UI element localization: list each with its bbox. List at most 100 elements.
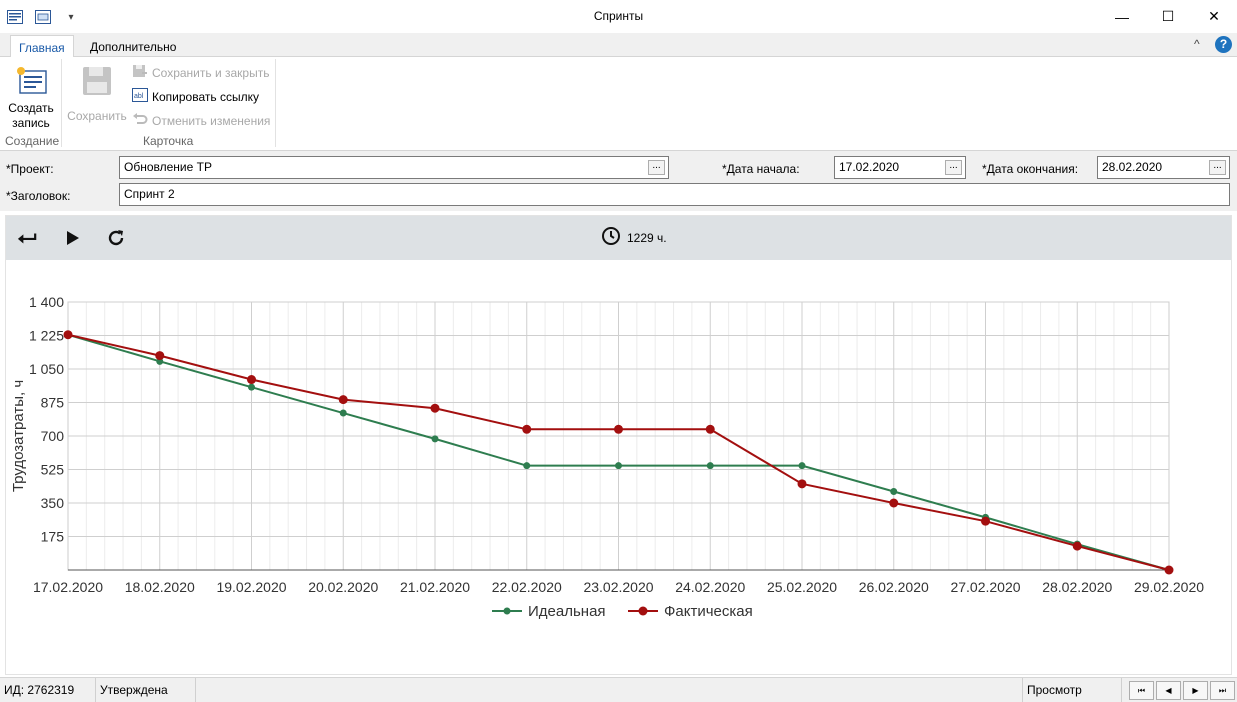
data-point <box>981 516 990 526</box>
copy-link-label: Копировать ссылку <box>152 89 259 104</box>
start-date-picker-button[interactable]: ... <box>945 160 962 175</box>
data-point <box>339 409 347 417</box>
sprint-form: *Проект: Обновление ТР ... *Дата начала:… <box>0 151 1237 211</box>
y-tick-label: 700 <box>41 428 65 444</box>
save-disk-icon <box>81 65 113 97</box>
ribbon: Создать запись Сохранить Сохранить и зак… <box>0 57 1237 151</box>
legend-label: Идеальная <box>528 603 606 620</box>
data-point <box>706 462 714 470</box>
data-point <box>798 462 806 470</box>
next-record-icon: ▶ <box>1192 686 1199 695</box>
prev-record-button[interactable]: ◀ <box>1156 681 1181 700</box>
data-point <box>155 351 165 361</box>
data-point <box>63 330 73 340</box>
legend-marker <box>638 606 648 616</box>
last-record-icon: ⏭ <box>1218 685 1227 695</box>
refresh-icon[interactable] <box>106 228 126 248</box>
copy-link-quick-icon[interactable] <box>35 9 51 25</box>
hours-value: 1229 ч. <box>627 230 667 245</box>
chart-toolbar: 1229 ч. <box>6 216 1231 260</box>
y-tick-label: 350 <box>41 495 65 511</box>
data-point <box>1072 541 1082 551</box>
end-date-picker-button[interactable]: ... <box>1209 160 1226 175</box>
save-button[interactable]: Сохранить <box>66 65 128 124</box>
ribbon-separator <box>275 59 276 147</box>
first-record-icon: ⏮ <box>1137 685 1146 695</box>
y-tick-label: 1 050 <box>29 361 64 377</box>
quick-access-dropdown-icon[interactable]: ▾ <box>68 11 74 23</box>
legend-marker <box>503 607 511 615</box>
end-date-value: 28.02.2020 <box>1102 160 1163 174</box>
data-point <box>889 498 899 508</box>
next-record-button[interactable]: ▶ <box>1183 681 1208 700</box>
svg-text:abl: abl <box>134 93 144 100</box>
data-point <box>797 479 807 489</box>
first-record-button[interactable]: ⏮ <box>1129 681 1154 700</box>
data-point <box>890 488 898 496</box>
tab-additional[interactable]: Дополнительно <box>90 40 177 54</box>
undo-icon <box>132 112 148 129</box>
save-close-icon <box>132 64 148 81</box>
y-tick-label: 1 225 <box>29 328 64 344</box>
record-state: Утверждена <box>96 678 196 702</box>
data-point <box>705 424 715 434</box>
record-id: ИД: 2762319 <box>0 678 96 702</box>
burndown-chart: 175 350 525 700 875 1 050 1 225 1 400 17.02.2020… <box>10 294 1204 620</box>
y-tick-label: 875 <box>41 395 65 411</box>
view-mode: Просмотр <box>1022 678 1122 702</box>
end-date-field[interactable]: 28.02.2020 ... <box>1097 156 1230 179</box>
data-point <box>248 383 255 391</box>
window-title: Спринты <box>593 9 644 23</box>
collapse-ribbon-icon[interactable]: ^ <box>1194 37 1200 51</box>
maximize-button[interactable]: ☐ <box>1161 8 1175 24</box>
x-tick-label: 29.02.2020 <box>1134 579 1204 595</box>
start-date-value: 17.02.2020 <box>839 160 900 174</box>
title-value: Спринт 2 <box>124 187 175 201</box>
project-field[interactable]: Обновление ТР ... <box>119 156 669 179</box>
data-point <box>523 462 531 470</box>
data-point <box>615 462 622 470</box>
undo-changes-label: Отменить изменения <box>152 113 271 128</box>
burndown-panel: 1229 ч. 175 350 525 700 875 1 050 1 225 1 400 17… <box>5 215 1232 675</box>
legend-label: Фактическая <box>664 603 753 620</box>
new-record-icon <box>14 65 48 97</box>
project-label: *Проект: <box>6 162 54 176</box>
x-tick-label: 20.02.2020 <box>308 579 378 595</box>
tab-main[interactable]: Главная <box>10 35 74 58</box>
ribbon-tabs: Главная Дополнительно ^ ? <box>0 33 1237 58</box>
title-bar: ▾ Спринты — ☐ ✕ <box>0 0 1237 33</box>
x-tick-label: 24.02.2020 <box>675 579 745 595</box>
play-icon[interactable] <box>63 228 83 248</box>
x-tick-label: 19.02.2020 <box>216 579 286 595</box>
data-point <box>614 424 623 434</box>
data-point <box>522 424 532 434</box>
project-lookup-button[interactable]: ... <box>648 160 665 175</box>
data-point <box>247 375 256 385</box>
x-tick-label: 22.02.2020 <box>492 579 562 595</box>
undo-changes-button[interactable]: Отменить изменения <box>132 112 270 129</box>
last-record-button[interactable]: ⏭ <box>1210 681 1235 700</box>
create-record-label-line1: Создать <box>8 101 54 115</box>
save-and-close-button[interactable]: Сохранить и закрыть <box>132 64 269 81</box>
start-date-field[interactable]: 17.02.2020 ... <box>834 156 966 179</box>
x-tick-label: 17.02.2020 <box>33 579 103 595</box>
y-axis-label: Трудозатраты, ч <box>10 380 27 492</box>
help-icon[interactable]: ? <box>1215 36 1232 53</box>
hours-summary: 1229 ч. <box>601 226 667 249</box>
data-point <box>1164 565 1174 575</box>
create-record-label-line2: запись <box>12 116 50 130</box>
y-tick-label: 1 400 <box>29 294 64 310</box>
close-button[interactable]: ✕ <box>1208 8 1220 24</box>
status-bar: ИД: 2762319 Утверждена Просмотр ⏮ ◀ ▶ ⏭ <box>0 677 1237 702</box>
save-close-label: Сохранить и закрыть <box>152 65 270 80</box>
create-record-button[interactable]: Создать запись <box>4 65 58 131</box>
app-menu-icon[interactable] <box>7 9 23 25</box>
x-tick-label: 27.02.2020 <box>950 579 1020 595</box>
group-card-label: Карточка <box>143 134 194 148</box>
save-label: Сохранить <box>67 109 127 123</box>
minimize-button[interactable]: — <box>1115 8 1129 25</box>
back-arrow-icon[interactable] <box>17 228 37 248</box>
title-label: *Заголовок: <box>6 189 71 203</box>
title-field[interactable]: Спринт 2 <box>119 183 1230 206</box>
copy-link-button[interactable]: abl Копировать ссылку <box>132 88 259 105</box>
